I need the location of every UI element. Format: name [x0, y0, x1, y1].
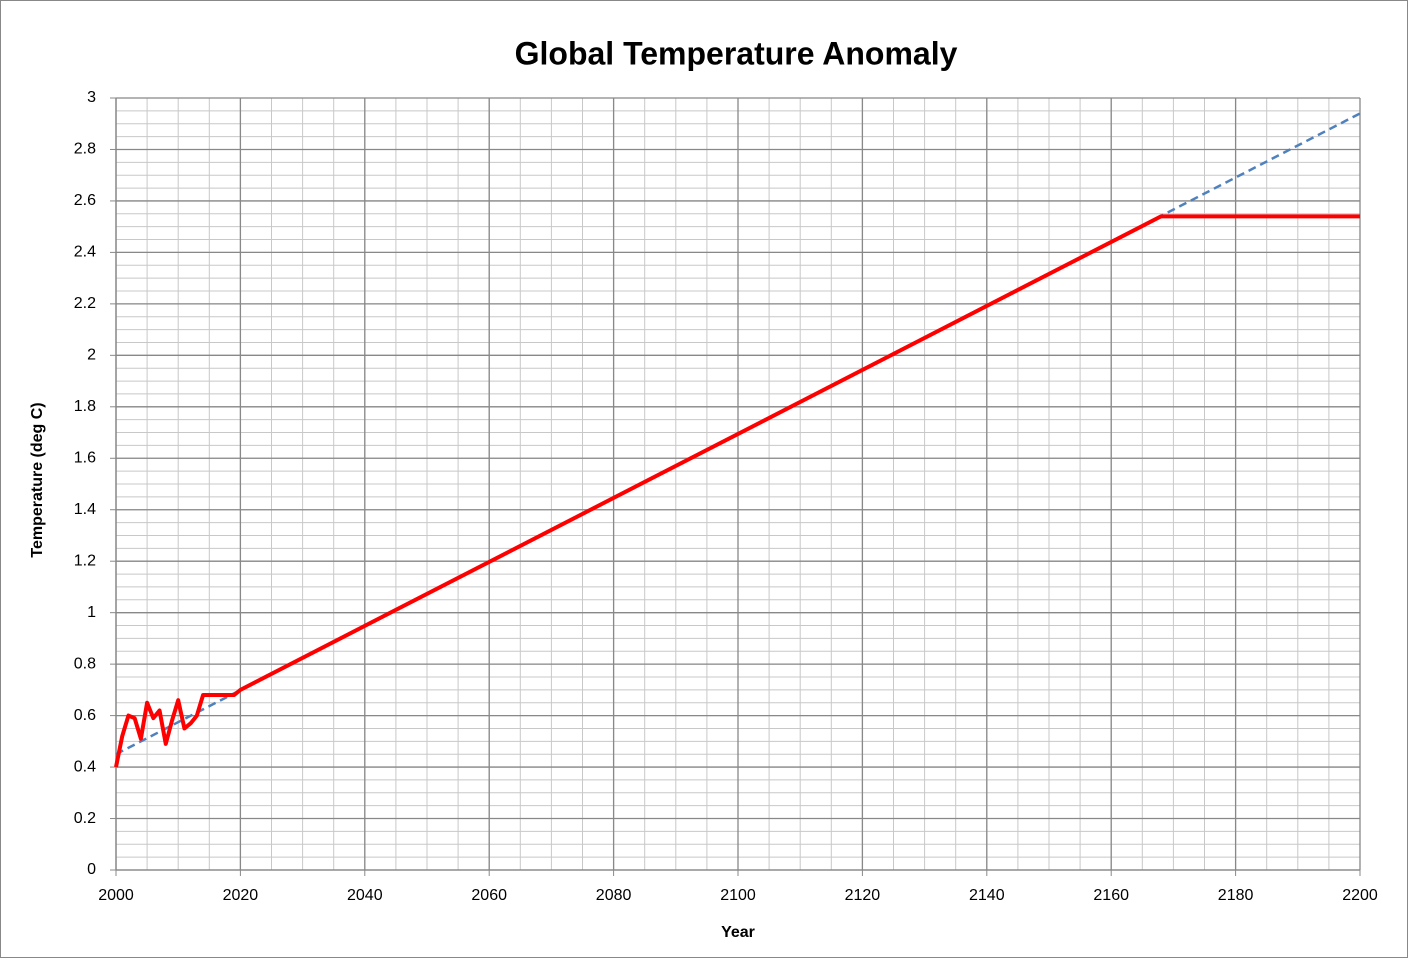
x-tick-label: 2200 [1342, 887, 1378, 904]
y-tick-label: 3 [87, 89, 96, 106]
grid [110, 97, 1361, 876]
y-tick-label: 0.4 [74, 758, 96, 775]
x-tick-label: 2000 [98, 887, 134, 904]
y-tick-label: 1.2 [74, 552, 96, 569]
y-tick-label: 1.8 [74, 398, 96, 415]
y-tick-label: 2 [87, 347, 96, 364]
chart-title: Global Temperature Anomaly [515, 35, 958, 71]
x-tick-label: 2120 [845, 887, 881, 904]
x-tick-label: 2060 [471, 887, 507, 904]
y-tick-label: 0.8 [74, 655, 96, 672]
x-tick-label: 2040 [347, 887, 383, 904]
y-tick-label: 1 [87, 604, 96, 621]
lines [114, 112, 1361, 768]
y-tick-label: 2.8 [74, 141, 96, 158]
y-tick-label: 2.4 [74, 244, 96, 261]
x-tick-label: 2020 [223, 887, 259, 904]
y-axis-label: Temperature (deg C) [29, 402, 46, 557]
x-tick-label: 2100 [720, 887, 756, 904]
y-tick-label: 0 [87, 861, 96, 878]
y-tick-label: 1.6 [74, 449, 96, 466]
x-tick-label: 2140 [969, 887, 1005, 904]
series-line [114, 214, 1360, 768]
x-tick-label: 2160 [1093, 887, 1129, 904]
y-tick-label: 1.4 [74, 501, 96, 518]
y-tick-label: 2.6 [74, 192, 96, 209]
y-tick-label: 0.6 [74, 707, 96, 724]
y-tick-label: 0.2 [74, 810, 96, 827]
x-axis-label: Year [721, 924, 755, 941]
y-tick-label: 2.2 [74, 295, 96, 312]
x-tick-label: 2180 [1218, 887, 1254, 904]
x-tick-label: 2080 [596, 887, 632, 904]
